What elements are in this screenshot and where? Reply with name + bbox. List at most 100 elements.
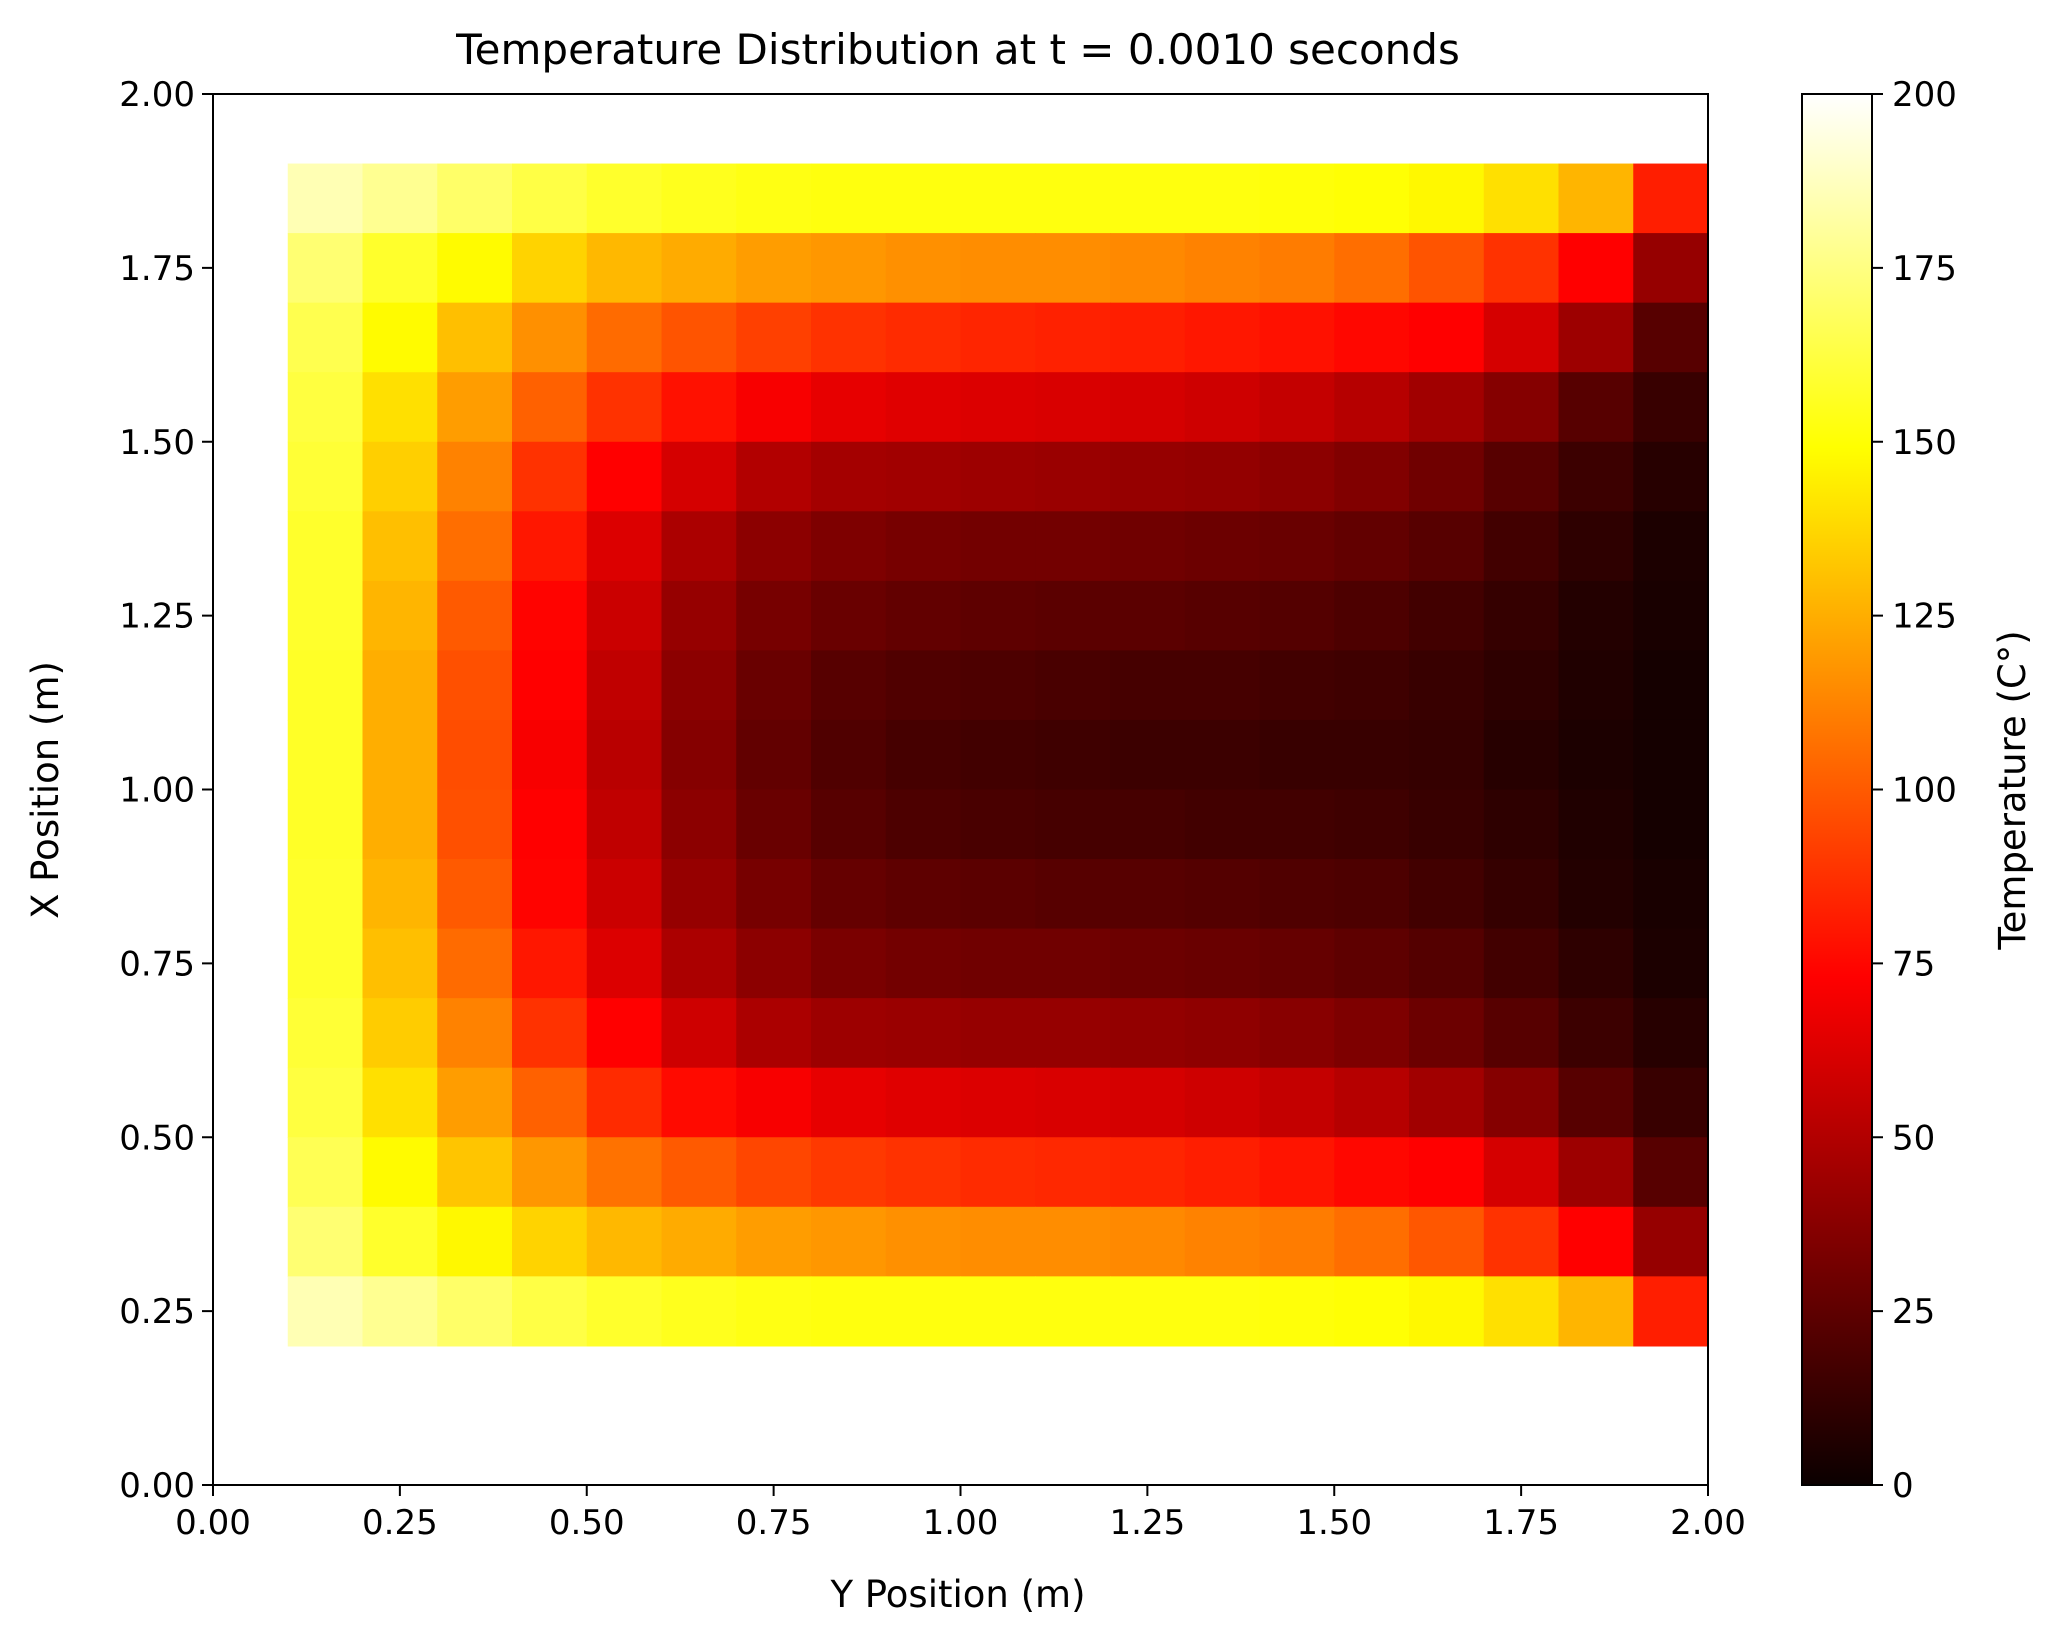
heatmap-cell	[362, 1206, 438, 1277]
heatmap-cell	[1558, 719, 1634, 791]
heatmap-cell	[1334, 1276, 1410, 1347]
heatmap-cell	[736, 302, 812, 373]
heatmap-cell	[586, 859, 663, 930]
heatmap-cell	[736, 928, 812, 999]
colorbar-tick-label: 25	[1892, 1292, 1935, 1332]
heatmap-cells	[287, 163, 1709, 1347]
heatmap-cell	[885, 372, 962, 443]
heatmap-cell	[362, 233, 438, 304]
y-axis-ticks: 0.00 0.25 0.50 0.75 1.00 1.25 1.50 1.75 2.00	[119, 75, 213, 1506]
heatmap-cell	[736, 998, 812, 1069]
heatmap-cell	[586, 1276, 663, 1347]
heatmap-cell	[736, 719, 812, 791]
heatmap-cell	[1334, 1206, 1410, 1277]
heatmap-cell	[960, 1276, 1036, 1347]
heatmap-cell	[1483, 928, 1560, 999]
heatmap-cell	[1259, 1137, 1335, 1208]
heatmap-cell	[1633, 1276, 1709, 1347]
heatmap-cell	[1334, 1137, 1410, 1208]
heatmap-cell	[1259, 719, 1335, 791]
heatmap-cell	[1334, 789, 1410, 860]
heatmap-cell	[960, 233, 1036, 304]
colorbar-ticks: 0 25 50 75 100 125 150 175 200	[1872, 75, 1957, 1506]
heatmap-cell	[811, 719, 887, 791]
heatmap-cell	[586, 441, 663, 512]
heatmap-cell	[287, 1276, 364, 1347]
heatmap-cell	[736, 580, 812, 651]
heatmap-cell	[512, 998, 588, 1069]
heatmap-cell	[1633, 998, 1709, 1069]
chart-title: Temperature Distribution at t = 0.0010 s…	[455, 25, 1460, 74]
heatmap-cell	[1483, 1276, 1560, 1347]
heatmap-cell	[1110, 580, 1186, 651]
heatmap-cell	[1334, 302, 1410, 373]
heatmap-cell	[1483, 233, 1560, 304]
heatmap-cell	[1409, 1137, 1485, 1208]
x-tick-label: 1.00	[923, 1503, 999, 1543]
x-tick-label: 0.50	[549, 1503, 625, 1543]
heatmap-cell	[1633, 1067, 1709, 1138]
heatmap-cell	[287, 1067, 364, 1138]
heatmap-cell	[960, 998, 1036, 1069]
heatmap-cell	[1110, 1206, 1186, 1277]
heatmap-cell	[885, 859, 962, 930]
colorbar-tick-label: 50	[1892, 1118, 1935, 1158]
heatmap-cell	[1110, 859, 1186, 930]
y-axis-label: X Position (m)	[24, 661, 67, 919]
x-tick-label: 0.00	[175, 1503, 251, 1543]
heatmap-cell	[811, 372, 887, 443]
heatmap-cell	[661, 580, 737, 651]
x-tick-label: 1.25	[1110, 1503, 1186, 1543]
heatmap-cell	[736, 859, 812, 930]
heatmap-cell	[1409, 580, 1485, 651]
heatmap-cell	[960, 719, 1036, 791]
heatmap-cell	[287, 719, 364, 791]
heatmap-cell	[1558, 580, 1634, 651]
heatmap-cell	[586, 1206, 663, 1277]
heatmap-cell	[287, 511, 364, 582]
heatmap-cell	[1558, 163, 1634, 234]
heatmap-cell	[437, 1276, 513, 1347]
heatmap-cell	[1184, 998, 1261, 1069]
heatmap-cell	[1035, 1067, 1111, 1138]
heatmap-cell	[586, 511, 663, 582]
heatmap-cell	[885, 650, 962, 721]
heatmap-cell	[1035, 998, 1111, 1069]
heatmap-cell	[811, 1067, 887, 1138]
heatmap-cell	[1633, 719, 1709, 791]
heatmap-cell	[1633, 233, 1709, 304]
heatmap-cell	[885, 233, 962, 304]
heatmap-cell	[1035, 1206, 1111, 1277]
heatmap-cell	[1558, 441, 1634, 512]
heatmap-cell	[1035, 233, 1111, 304]
heatmap-cell	[960, 859, 1036, 930]
heatmap-cell	[1184, 511, 1261, 582]
heatmap-cell	[1184, 580, 1261, 651]
heatmap-cell	[586, 1067, 663, 1138]
x-tick-label: 2.00	[1670, 1503, 1746, 1543]
heatmap-cell	[362, 789, 438, 860]
heatmap-cell	[1110, 372, 1186, 443]
heatmap-cell	[1409, 233, 1485, 304]
heatmap-cell	[1558, 1067, 1634, 1138]
heatmap-cell	[885, 1276, 962, 1347]
heatmap-cell	[1334, 998, 1410, 1069]
y-tick-label: 0.25	[119, 1292, 195, 1332]
heatmap-cell	[362, 1276, 438, 1347]
heatmap-cell	[661, 233, 737, 304]
heatmap-cell	[287, 441, 364, 512]
heatmap-cell	[1110, 650, 1186, 721]
heatmap-cell	[885, 580, 962, 651]
heatmap-cell	[512, 1137, 588, 1208]
heatmap-cell	[287, 928, 364, 999]
heatmap-cell	[287, 859, 364, 930]
heatmap-cell	[437, 998, 513, 1069]
heatmap-cell	[1110, 511, 1186, 582]
heatmap-cell	[960, 163, 1036, 234]
heatmap-cell	[512, 233, 588, 304]
heatmap-cell	[1558, 789, 1634, 860]
heatmap-cell	[1483, 441, 1560, 512]
x-tick-label: 0.25	[362, 1503, 438, 1543]
heatmap-cell	[586, 580, 663, 651]
heatmap-cell	[437, 928, 513, 999]
